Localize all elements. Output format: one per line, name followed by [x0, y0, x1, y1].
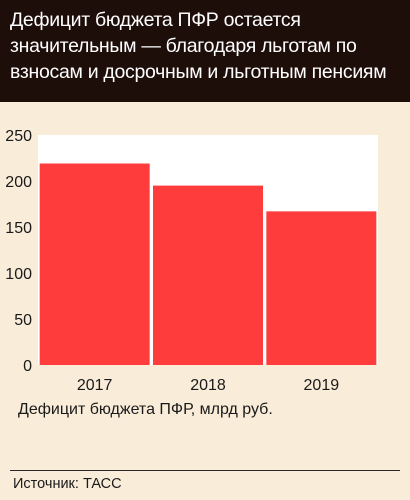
- y-tick-label: 50: [14, 312, 32, 329]
- bar-chart: 0 50 100 150 200 250 2017 2018 2019 Дефицит бюд…: [5, 128, 378, 418]
- series-legend-label: Дефицит бюджета ПФР, млрд руб.: [18, 401, 273, 418]
- bars-group: [39, 163, 377, 365]
- x-axis-ticks: 2017 2018 2019: [77, 377, 339, 394]
- bar-2019: [266, 211, 377, 365]
- y-tick-label: 150: [5, 220, 32, 237]
- x-tick-label: 2017: [77, 377, 113, 394]
- x-tick-label: 2018: [190, 377, 226, 394]
- x-tick-label: 2019: [304, 377, 340, 394]
- y-tick-label: 0: [23, 358, 32, 375]
- y-tick-label: 100: [5, 266, 32, 283]
- bar-2017: [39, 163, 150, 365]
- bar-2018: [153, 185, 263, 365]
- y-tick-label: 250: [5, 128, 32, 145]
- source-note: Источник: ТАСС: [13, 476, 122, 492]
- footer-divider: [10, 470, 400, 471]
- y-tick-label: 200: [5, 174, 32, 191]
- chart-header: Дефицит бюджета ПФР остается значительны…: [0, 0, 410, 102]
- y-axis-ticks: 0 50 100 150 200 250: [5, 128, 32, 375]
- chart-title: Дефицит бюджета ПФР остается значительны…: [10, 9, 387, 83]
